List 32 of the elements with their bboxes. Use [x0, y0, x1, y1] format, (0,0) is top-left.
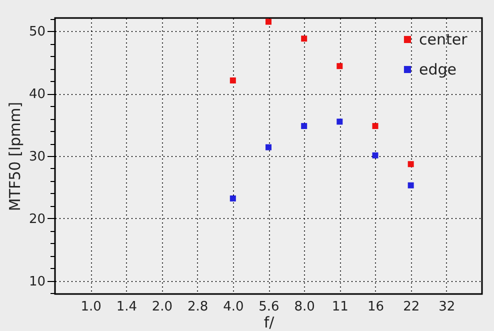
x-tick-label: 32 — [438, 300, 456, 314]
y-tick-label: 50 — [28, 24, 46, 40]
y-tick-label: 20 — [28, 212, 46, 227]
legend-label: center — [419, 30, 468, 48]
x-tick-label: 5.6 — [258, 300, 280, 314]
point — [336, 118, 343, 125]
x-tick-label: 8.0 — [294, 300, 315, 314]
point — [230, 195, 236, 202]
x-axis-title: f/ — [264, 314, 276, 331]
point — [408, 182, 414, 188]
point — [336, 63, 343, 70]
x-tick-label: 22 — [403, 300, 420, 314]
point — [301, 36, 308, 42]
point — [372, 123, 378, 130]
y-tick-label: 40 — [28, 87, 46, 102]
x-tick-label: 16 — [367, 300, 384, 314]
y-axis-title: MTF50 [lpmm] — [6, 102, 24, 212]
y-tick-label: 10 — [28, 274, 46, 290]
x-tick-label: 1.4 — [116, 300, 138, 314]
point — [266, 144, 272, 150]
point — [230, 77, 236, 84]
point — [266, 18, 272, 25]
x-tick-label: 11 — [332, 300, 348, 314]
point — [408, 161, 414, 168]
legend-label: edge — [419, 60, 456, 78]
point — [301, 123, 308, 130]
x-tick-label: 1.0 — [80, 300, 102, 314]
x-tick-label: 2.0 — [152, 300, 173, 314]
x-tick-label: 2.8 — [187, 300, 208, 314]
point — [372, 152, 378, 158]
x-tick-label: 4.0 — [223, 300, 244, 314]
y-tick-label: 30 — [28, 150, 46, 164]
